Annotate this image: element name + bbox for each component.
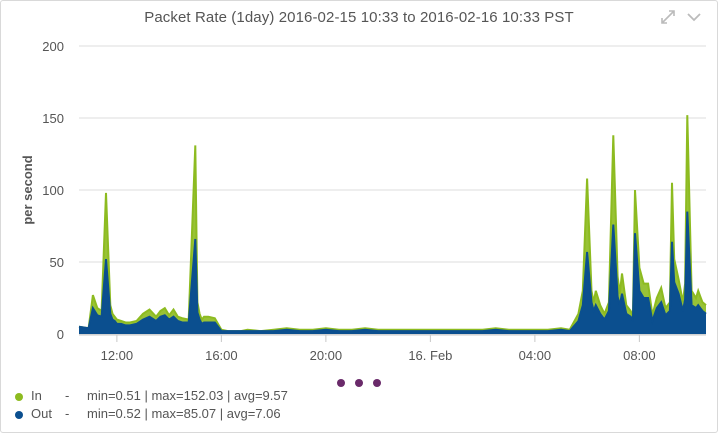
page-indicator[interactable]	[337, 374, 391, 392]
page-dot[interactable]	[373, 379, 381, 387]
legend-max: max=85.07	[151, 406, 217, 421]
y-tick-label: 50	[50, 255, 64, 270]
y-tick-label: 0	[57, 327, 64, 342]
legend-min: min=0.51	[87, 388, 141, 403]
legend-series-name: Out	[31, 406, 52, 421]
plot-area: 0 50 100 150 200 12:00 16:00 20:00 16. Feb 04:00…	[20, 39, 707, 363]
series-out-area	[79, 211, 706, 334]
x-tick-label: 16:00	[205, 348, 238, 363]
chart-title: Packet Rate (1day) 2016-02-15 10:33 to 2…	[144, 9, 574, 26]
legend-avg: avg=7.06	[226, 406, 281, 421]
x-tick-label: 16. Feb	[408, 348, 452, 363]
legend-max: max=152.03	[151, 388, 224, 403]
legend-avg: avg=9.57	[233, 388, 288, 403]
legend-dash: -	[65, 406, 70, 421]
x-axis-ticks: 12:00 16:00 20:00 16. Feb 04:00 08:00	[101, 335, 656, 363]
x-tick-label: 20:00	[310, 348, 343, 363]
legend-marker-out	[15, 410, 23, 419]
expand-arrows-icon[interactable]	[659, 8, 677, 26]
legend-min: min=0.52	[87, 406, 141, 421]
legend-dash: -	[65, 388, 70, 403]
y-tick-label: 200	[42, 39, 64, 54]
y-tick-label: 150	[42, 111, 64, 126]
series-in-line	[78, 115, 707, 333]
series-out-line	[78, 211, 707, 333]
page-dot[interactable]	[337, 379, 345, 387]
y-tick-label: 100	[42, 183, 64, 198]
legend-series-name: In	[31, 388, 42, 403]
legend-item-in[interactable]: In - min=0.51 | max=152.03 | avg=9.57	[15, 388, 288, 403]
chevron-down-icon[interactable]	[685, 8, 703, 26]
page-dot[interactable]	[355, 379, 363, 387]
legend-marker-in	[15, 392, 23, 401]
y-axis-ticks: 0 50 100 150 200	[42, 39, 64, 342]
x-tick-label: 04:00	[519, 348, 552, 363]
x-tick-label: 08:00	[623, 348, 656, 363]
legend-item-out[interactable]: Out - min=0.52 | max=85.07 | avg=7.06	[15, 406, 281, 421]
y-axis-title: per second	[20, 155, 35, 224]
x-tick-label: 12:00	[101, 348, 134, 363]
